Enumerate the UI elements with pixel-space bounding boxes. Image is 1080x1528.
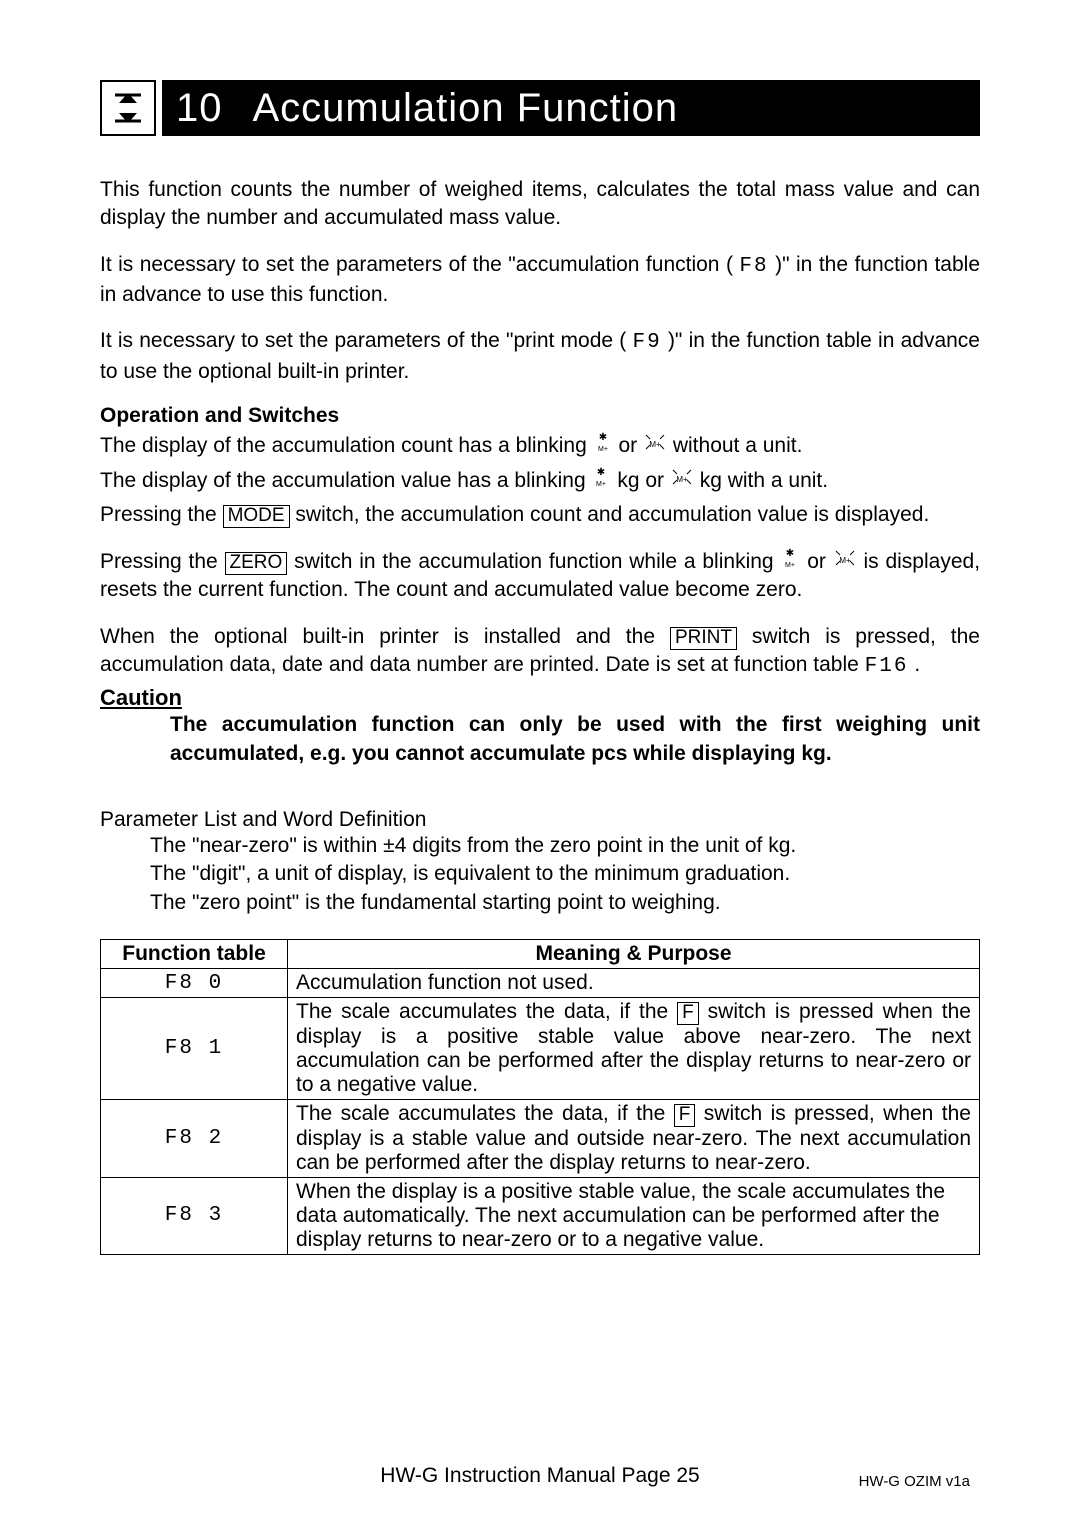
intro-p1: This function counts the number of weigh… xyxy=(100,176,980,233)
param-list: The "near-zero" is within ±4 digits from… xyxy=(150,832,980,917)
table-row: F8 1 The scale accumulates the data, if … xyxy=(101,998,980,1100)
table-row: F8 0 Accumulation function not used. xyxy=(101,969,980,998)
ops-line3: Pressing the MODE switch, the accumulati… xyxy=(100,501,980,529)
row-text: The scale accumulates the data, if the F… xyxy=(288,1099,980,1177)
svg-text:✱: ✱ xyxy=(597,467,605,478)
page-revision: HW-G OZIM v1a xyxy=(859,1473,970,1490)
intro-p2: It is necessary to set the parameters of… xyxy=(100,251,980,310)
chapter-title: Accumulation Function xyxy=(253,86,679,131)
svg-text:M+: M+ xyxy=(676,475,688,484)
mplus-light-icon: M+ xyxy=(670,467,694,495)
ops-line4: Pressing the ZERO switch in the accumula… xyxy=(100,548,980,605)
f-button-label: F xyxy=(677,1002,699,1025)
param-l1: The "near-zero" is within ±4 digits from… xyxy=(150,832,980,860)
mplus-icon: ✱ M+ xyxy=(593,432,613,460)
intro-p3: It is necessary to set the parameters of… xyxy=(100,327,980,386)
col-meaning: Meaning & Purpose xyxy=(288,940,980,969)
param-l2: The "digit", a unit of display, is equiv… xyxy=(150,860,980,888)
ops-line5: When the optional built-in printer is in… xyxy=(100,623,980,682)
row-code: F8 1 xyxy=(101,998,288,1100)
mplus-icon: ✱ M+ xyxy=(591,467,611,495)
row-code: F8 3 xyxy=(101,1177,288,1254)
chapter-title-bar: 10 Accumulation Function xyxy=(162,80,980,136)
mplus-icon: ✱ M+ xyxy=(780,548,800,576)
ops-line1: The display of the accumulation count ha… xyxy=(100,432,980,461)
mplus-light-icon: M+ xyxy=(833,548,857,576)
chapter-icon xyxy=(100,80,156,136)
table-row: F8 2 The scale accumulates the data, if … xyxy=(101,1099,980,1177)
row-text: Accumulation function not used. xyxy=(288,969,980,998)
chapter-header: 10 Accumulation Function xyxy=(100,80,980,136)
caution-text: The accumulation function can only be us… xyxy=(170,711,980,768)
svg-text:✱: ✱ xyxy=(786,548,794,559)
mode-button-label: MODE xyxy=(223,505,290,528)
chapter-number: 10 xyxy=(176,86,223,131)
svg-text:M+: M+ xyxy=(598,446,608,452)
code-f9: F9 xyxy=(633,331,662,354)
zero-button-label: ZERO xyxy=(225,552,288,575)
ops-heading: Operation and Switches xyxy=(100,404,980,428)
row-code: F8 2 xyxy=(101,1099,288,1177)
ops-line2: The display of the accumulation value ha… xyxy=(100,467,980,496)
col-function: Function table xyxy=(101,940,288,969)
print-button-label: PRINT xyxy=(670,627,737,650)
param-heading: Parameter List and Word Definition xyxy=(100,808,980,832)
row-text: The scale accumulates the data, if the F… xyxy=(288,998,980,1100)
svg-text:M+: M+ xyxy=(597,481,607,487)
table-row: F8 3 When the display is a positive stab… xyxy=(101,1177,980,1254)
param-l3: The "zero point" is the fundamental star… xyxy=(150,889,980,917)
code-f16: F16 xyxy=(865,655,909,678)
row-code: F8 0 xyxy=(101,969,288,998)
svg-text:M+: M+ xyxy=(785,562,795,568)
mplus-light-icon: M+ xyxy=(643,432,667,460)
row-text: When the display is a positive stable va… xyxy=(288,1177,980,1254)
svg-text:✱: ✱ xyxy=(598,432,606,443)
function-table: Function table Meaning & Purpose F8 0 Ac… xyxy=(100,939,980,1255)
f-button-label: F xyxy=(674,1104,696,1127)
svg-text:M+: M+ xyxy=(839,556,851,565)
svg-text:M+: M+ xyxy=(649,440,661,449)
code-f8: F8 xyxy=(739,255,768,278)
caution-label: Caution xyxy=(100,685,980,711)
